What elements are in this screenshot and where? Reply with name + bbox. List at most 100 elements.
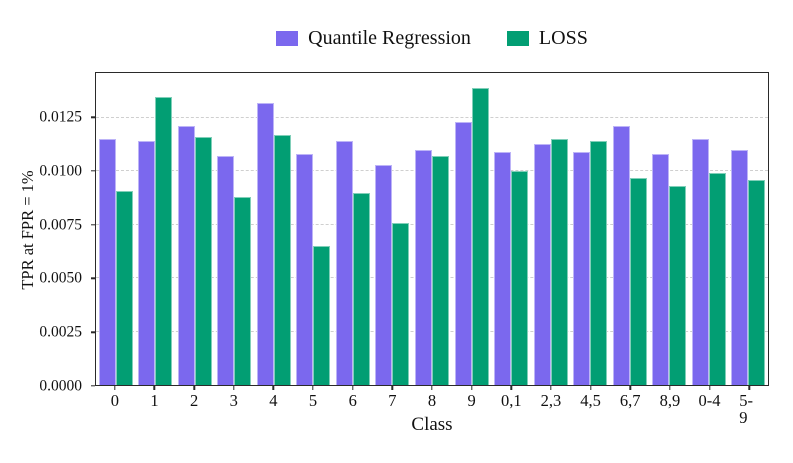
bar-quantile-regression-2	[177, 126, 195, 385]
y-tick-label-0.0050: 0.0050	[39, 269, 82, 287]
bar-loss-6,7	[629, 177, 647, 385]
y-tick-mark-0.0050	[91, 277, 95, 280]
bar-loss-8	[431, 156, 449, 385]
legend-item-loss: LOSS	[506, 27, 588, 49]
x-tick-label-9: 9	[467, 391, 476, 410]
bar-quantile-regression-4	[256, 102, 274, 385]
legend-swatch-loss	[506, 30, 529, 46]
x-tick-label-0,1: 0,1	[500, 391, 522, 410]
bar-group-8,9	[649, 73, 689, 385]
bar-loss-6	[352, 192, 370, 385]
x-tick-mark-2	[193, 386, 195, 390]
bar-loss-1	[155, 96, 173, 385]
bar-loss-5	[313, 246, 331, 385]
x-tick-mark-7	[391, 386, 394, 390]
x-tick-mark-1	[153, 386, 156, 390]
bars-layer	[96, 73, 768, 385]
x-tick-label-3: 3	[229, 391, 238, 410]
x-tick-label-4,5: 4,5	[580, 391, 601, 410]
x-tick-mark-9	[470, 386, 473, 390]
y-tick-label-0.0125: 0.0125	[39, 108, 82, 126]
x-tick-label-2: 2	[189, 391, 199, 410]
x-tick-label-6: 6	[348, 391, 357, 410]
y-tick-label-0.0000: 0.0000	[39, 377, 82, 395]
bar-quantile-regression-5	[296, 154, 314, 385]
x-tick-mark-4,5	[589, 386, 592, 390]
legend-label-loss: LOSS	[538, 27, 588, 49]
bar-quantile-regression-2,3	[533, 143, 551, 385]
y-axis: 0.0000 0.0025 0.0050 0.0075 0.0100 0.0125	[0, 72, 95, 393]
bar-quantile-regression-8,9	[652, 154, 670, 385]
bar-quantile-regression-9	[454, 122, 472, 385]
bar-group-6	[333, 73, 373, 385]
bar-loss-7	[392, 222, 410, 385]
x-tick-mark-3	[233, 386, 235, 390]
x-tick-mark-0	[114, 386, 116, 390]
x-tick-mark-6	[352, 386, 354, 390]
x-tick-mark-4	[272, 386, 275, 390]
bar-quantile-regression-3	[217, 156, 235, 385]
y-tick-mark-0.0075	[91, 223, 95, 226]
bar-quantile-regression-0-4	[691, 139, 709, 385]
x-tick-label-8,9: 8,9	[659, 391, 681, 410]
x-tick-mark-8,9	[669, 386, 671, 390]
bar-loss-2	[194, 137, 212, 385]
bar-loss-4	[273, 134, 291, 385]
x-axis: 0 1 2 3 4 5 6 7 8 9 0,1 2,3 4,5 6,7 8,9 0-4 5-9	[95, 386, 769, 425]
y-tick-mark-0.0000	[91, 385, 95, 387]
gridline-0.0125	[96, 116, 768, 118]
bar-loss-2,3	[550, 139, 568, 385]
legend-label-quantile-regression: Quantile Regression	[308, 27, 471, 49]
x-tick-label-5-9: 5-9	[739, 391, 754, 427]
bar-quantile-regression-4,5	[573, 152, 591, 385]
bar-group-4	[254, 73, 294, 385]
x-tick-label-6,7: 6,7	[619, 391, 641, 410]
bar-quantile-regression-6	[335, 141, 353, 385]
bar-group-5-9	[728, 73, 768, 385]
plot-area	[95, 72, 769, 386]
bar-loss-8,9	[669, 186, 687, 385]
x-tick-label-5: 5	[308, 391, 318, 410]
bar-quantile-regression-0	[98, 139, 116, 385]
x-tick-mark-2,3	[550, 386, 552, 390]
y-tick-mark-0.0100	[91, 170, 95, 172]
bar-loss-3	[234, 196, 252, 385]
bar-quantile-regression-5-9	[731, 149, 749, 385]
bar-loss-0-4	[708, 173, 726, 385]
x-tick-label-2,3: 2,3	[540, 391, 562, 410]
bar-loss-0,1	[511, 171, 529, 385]
x-tick-label-4: 4	[269, 391, 278, 410]
x-tick-label-0-4: 0-4	[698, 391, 721, 410]
bar-group-2,3	[531, 73, 571, 385]
bar-group-5	[294, 73, 334, 385]
bar-quantile-regression-1	[138, 141, 156, 385]
bar-loss-9	[471, 87, 489, 385]
x-tick-label-0: 0	[110, 391, 119, 410]
bar-group-7	[373, 73, 413, 385]
bar-loss-5-9	[748, 179, 766, 385]
x-tick-mark-5-9	[748, 386, 750, 390]
bar-group-0,1	[491, 73, 531, 385]
bar-group-1	[136, 73, 176, 385]
chart-legend: Quantile Regression LOSS	[95, 24, 769, 52]
x-tick-mark-0,1	[510, 386, 512, 390]
y-tick-label-0.0100: 0.0100	[39, 162, 82, 180]
bar-group-0	[96, 73, 136, 385]
x-tick-mark-8	[431, 386, 433, 390]
x-tick-mark-6,7	[629, 386, 631, 390]
bar-quantile-regression-0,1	[494, 152, 512, 385]
bar-group-0-4	[689, 73, 729, 385]
bar-group-8	[412, 73, 452, 385]
x-tick-mark-0-4	[708, 386, 711, 390]
x-axis-title: Class	[411, 414, 453, 435]
x-tick-label-1: 1	[150, 391, 159, 410]
legend-swatch-quantile-regression	[276, 30, 299, 46]
bar-group-6,7	[610, 73, 650, 385]
bar-quantile-regression-6,7	[612, 126, 630, 385]
bar-group-2	[175, 73, 215, 385]
y-tick-mark-0.0025	[91, 331, 95, 333]
legend-item-quantile-regression: Quantile Regression	[276, 28, 471, 48]
bar-group-3	[215, 73, 255, 385]
bar-loss-0	[115, 190, 133, 385]
bar-quantile-regression-8	[414, 149, 432, 385]
